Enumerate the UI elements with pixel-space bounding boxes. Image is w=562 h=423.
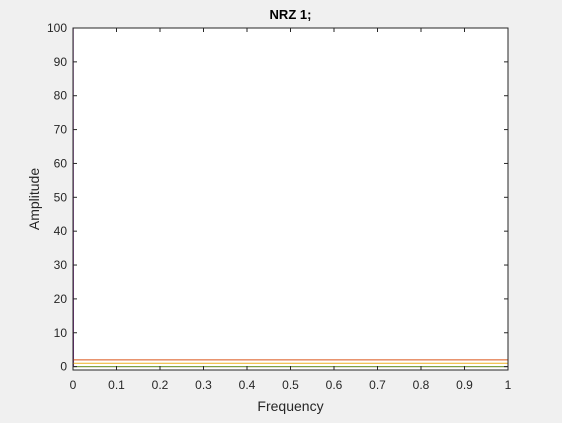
x-tick-label: 0.6: [326, 378, 343, 392]
x-axis-label: Frequency: [257, 398, 323, 414]
y-tick-label: 70: [54, 123, 68, 137]
chart-title: NRZ 1;: [270, 7, 312, 22]
x-tick-label: 0.4: [239, 378, 256, 392]
y-axis-label: Amplitude: [26, 168, 42, 230]
y-tick-label: 60: [54, 156, 68, 170]
y-tick-label: 0: [60, 360, 67, 374]
x-tick-label: 0.9: [456, 378, 473, 392]
x-tick-label: 0.1: [108, 378, 125, 392]
y-tick-label: 50: [54, 190, 68, 204]
x-tick-label: 0.3: [195, 378, 212, 392]
y-tick-label: 10: [54, 326, 68, 340]
x-tick-label: 0.5: [282, 378, 299, 392]
y-axis: 0 10 20 30 40 50 60 70 80 90 100: [47, 21, 508, 374]
y-tick-label: 100: [47, 21, 67, 35]
y-tick-label: 30: [54, 258, 68, 272]
y-tick-label: 20: [54, 292, 68, 306]
y-tick-label: 80: [54, 89, 68, 103]
x-tick-label: 1: [505, 378, 512, 392]
y-tick-label: 90: [54, 55, 68, 69]
x-tick-label: 0.8: [413, 378, 430, 392]
x-tick-label: 0.7: [369, 378, 386, 392]
x-tick-label: 0.2: [152, 378, 169, 392]
x-tick-label: 0: [70, 378, 77, 392]
plot-area: [73, 28, 508, 370]
x-axis: 0 0.1 0.2 0.3 0.4 0.5 0.6 0.7 0.8 0.9 1: [70, 28, 512, 392]
y-tick-label: 40: [54, 224, 68, 238]
